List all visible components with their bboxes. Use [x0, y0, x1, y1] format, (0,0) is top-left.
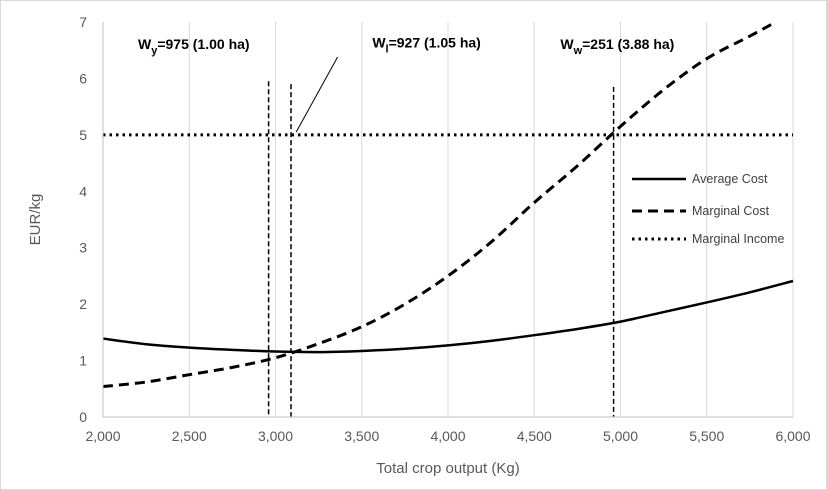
y-tick-label: 3: [79, 240, 87, 256]
y-tick-label: 1: [79, 353, 87, 369]
annotation-label: Wy=975 (1.00 ha): [138, 36, 250, 57]
x-tick-label: 6,000: [775, 428, 810, 444]
x-tick-label: 2,500: [172, 428, 207, 444]
x-tick-label: 4,000: [430, 428, 465, 444]
legend-label: Average Cost: [692, 172, 768, 186]
y-tick-label: 2: [79, 296, 87, 312]
y-tick-label: 0: [79, 409, 87, 425]
x-tick-label: 4,500: [517, 428, 552, 444]
tick-labels: 2,000 2,500 3,000 3,500 4,000 4,500 5,000 5,500…: [79, 14, 811, 444]
legend-label: Marginal Income: [692, 232, 784, 246]
annotation-leader-line: [295, 56, 339, 133]
annotation-label: Wl=927 (1.05 ha): [372, 34, 481, 55]
reference-lines: [267, 56, 615, 417]
annotation-label: Ww=251 (3.88 ha): [560, 36, 674, 57]
annotations: Wy=975 (1.00 ha) Wl=927 (1.05 ha) Ww=251 (…: [138, 34, 674, 57]
y-tick-label: 4: [79, 183, 87, 199]
legend-label: Marginal Cost: [692, 204, 770, 218]
x-tick-label: 5,000: [603, 428, 638, 444]
x-tick-label: 3,000: [258, 428, 293, 444]
series-line-average-cost: [102, 279, 794, 354]
x-tick-label: 3,500: [344, 428, 379, 444]
axes: [102, 22, 793, 418]
y-tick-label: 5: [79, 127, 87, 143]
y-tick-label: 6: [79, 70, 87, 86]
y-axis-title: EUR/kg: [27, 194, 44, 246]
x-tick-label: 5,500: [689, 428, 724, 444]
x-tick-label: 2,000: [85, 428, 120, 444]
series-line-marginal-cost: [102, 20, 777, 389]
x-axis-title: Total crop output (Kg): [376, 460, 519, 477]
series-lines: [102, 20, 794, 389]
legend: Average Cost Marginal Cost Marginal Income: [632, 172, 784, 246]
y-tick-label: 7: [79, 14, 87, 30]
